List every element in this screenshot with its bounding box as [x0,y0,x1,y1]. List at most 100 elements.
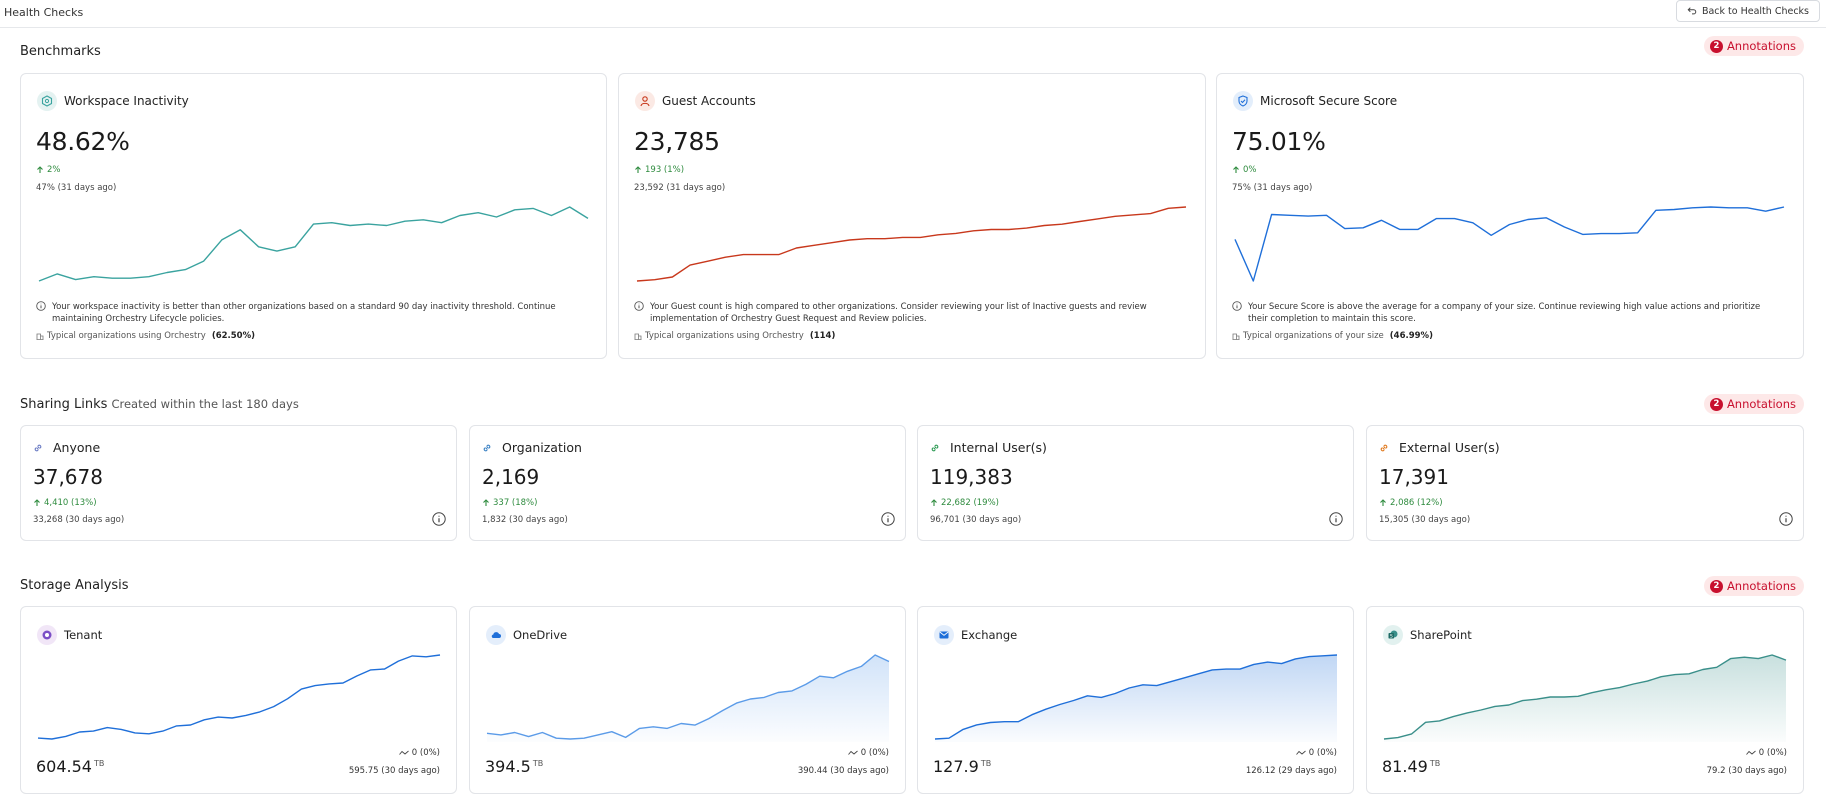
sharing-annotations-badge[interactable]: 2 Annotations [1703,394,1804,414]
storage-unit: TB [1429,758,1441,768]
series-line [1234,206,1785,282]
trend-icon [847,750,858,755]
storage-change-value: 0 (0%) [1758,748,1787,758]
page-title: Health Checks [4,6,84,19]
arrow-up-icon [483,499,489,506]
info-icon [1232,301,1242,311]
storage-chart [934,654,1338,742]
storage-unit: TB [93,758,105,768]
storage-value: 604.54 TB [36,757,104,776]
info-icon [36,301,46,311]
storage-value: 127.9 TB [933,757,991,776]
sharing-card-organization: Organization 2,169 337 (18%) 1,832 (30 d… [469,425,906,541]
benchmark-card-secure-score: Microsoft Secure Score 75.01% 0% 75% (31… [1216,73,1804,359]
sharepoint-icon: S [1383,625,1403,645]
trend-icon [398,750,409,755]
benchmark-card-guest-accounts: Guest Accounts 23,785 193 (1%) 23,592 (3… [618,73,1206,359]
link-icon [483,444,491,452]
back-to-health-checks-button[interactable]: Back to Health Checks [1675,0,1820,22]
chart-area [487,655,889,742]
storage-value-number: 604.54 [36,757,92,776]
benchmark-card-workspace-inactivity: Workspace Inactivity 48.62% 2% 47% (31 d… [20,73,607,359]
typical-value: (62.50%) [211,331,256,341]
sharing-card-title: Organization [502,440,582,455]
typical-label: Typical organizations using Orchestry [47,331,206,341]
sharing-card-delta: 337 (18%) [482,498,537,508]
storage-value: 394.5 TB [485,757,543,776]
sharing-card-delta: 22,682 (19%) [930,498,999,508]
series-line [486,654,890,740]
series-line [934,654,1338,740]
sharing-card-title: Internal User(s) [950,440,1047,455]
annotation-label: Annotations [1726,39,1796,53]
series-line [1383,654,1787,740]
chart-area [1384,655,1786,742]
annotation-label: Annotations [1726,397,1796,411]
storage-unit: TB [980,758,992,768]
typical-label: Typical organizations using Orchestry [645,331,804,341]
benchmark-note: Your Guest count is high compared to oth… [650,302,1147,324]
tenant-icon [37,625,57,645]
back-arrow-icon [1687,7,1697,15]
annotation-label: Annotations [1726,579,1796,593]
benchmark-previous: 47% (31 days ago) [36,183,117,193]
sharing-card-delta: 4,410 (13%) [33,498,97,508]
benchmark-title: Guest Accounts [662,94,756,108]
benchmark-typical: Typical organizations using Orchestry (11… [634,331,835,341]
benchmark-note: Your workspace inactivity is better than… [52,302,556,324]
storage-unit: TB [532,758,544,768]
benchmark-title: Microsoft Secure Score [1260,94,1398,108]
benchmark-typical: Typical organizations using Orchestry (62… [36,331,255,341]
series-line [636,206,1187,282]
sharing-card-value: 17,391 [1379,465,1449,489]
benchmarks-annotations-badge[interactable]: 2 Annotations [1703,36,1804,56]
storage-card-title: Exchange [961,628,1018,642]
storage-card-title: Tenant [64,628,103,642]
chart-area [935,655,1337,742]
storage-chart [37,654,441,740]
info-icon[interactable] [1779,512,1793,526]
sharing-card-delta: 2,086 (12%) [1379,498,1443,508]
arrow-up-icon [1380,499,1386,506]
sharing-delta-value: 2,086 (12%) [1390,498,1443,508]
info-icon[interactable] [432,512,446,526]
benchmark-sparkline [38,206,589,282]
info-icon[interactable] [1329,512,1343,526]
storage-previous: 126.12 (29 days ago) [1245,766,1337,776]
annotation-count: 2 [1709,579,1723,593]
storage-change: 0 (0%) [847,748,889,758]
typical-value: (114) [809,331,836,341]
storage-chart [486,654,890,742]
arrow-up-icon [931,499,937,506]
typical-label: Typical organizations of your size [1243,331,1384,341]
shield-icon [1233,91,1253,111]
storage-previous: 595.75 (30 days ago) [348,766,440,776]
workspace-icon [37,91,57,111]
storage-change: 0 (0%) [1745,748,1787,758]
storage-change-value: 0 (0%) [411,748,440,758]
info-icon[interactable] [881,512,895,526]
storage-card-title: OneDrive [513,628,568,642]
sharing-card-value: 119,383 [930,465,1013,489]
arrow-up-icon [1233,166,1239,173]
sharing-card-title: External User(s) [1399,440,1500,455]
arrow-up-icon [635,166,641,173]
storage-chart [1383,654,1787,742]
sharing-card-previous: 96,701 (30 days ago) [930,515,1022,525]
back-button-label: Back to Health Checks [1701,5,1809,17]
cloud-icon [486,625,506,645]
storage-card-exchange: Exchange 0 (0%) 127.9 TB 126.12 (29 days … [917,606,1354,794]
storage-value-number: 81.49 [1382,757,1428,776]
exchange-icon [934,625,954,645]
benchmark-delta: 2% [36,165,61,175]
benchmarks-title: Benchmarks [20,44,101,59]
top-bar: Health Checks Back to Health Checks [0,0,1826,28]
sharing-card-previous: 33,268 (30 days ago) [33,515,125,525]
storage-change: 0 (0%) [398,748,440,758]
storage-annotations-badge[interactable]: 2 Annotations [1703,576,1804,596]
storage-analysis-title: Storage Analysis [20,578,129,593]
link-icon [1380,444,1388,452]
storage-change-value: 0 (0%) [860,748,889,758]
sharing-card-value: 37,678 [33,465,103,489]
sharing-card-value: 2,169 [482,465,540,489]
